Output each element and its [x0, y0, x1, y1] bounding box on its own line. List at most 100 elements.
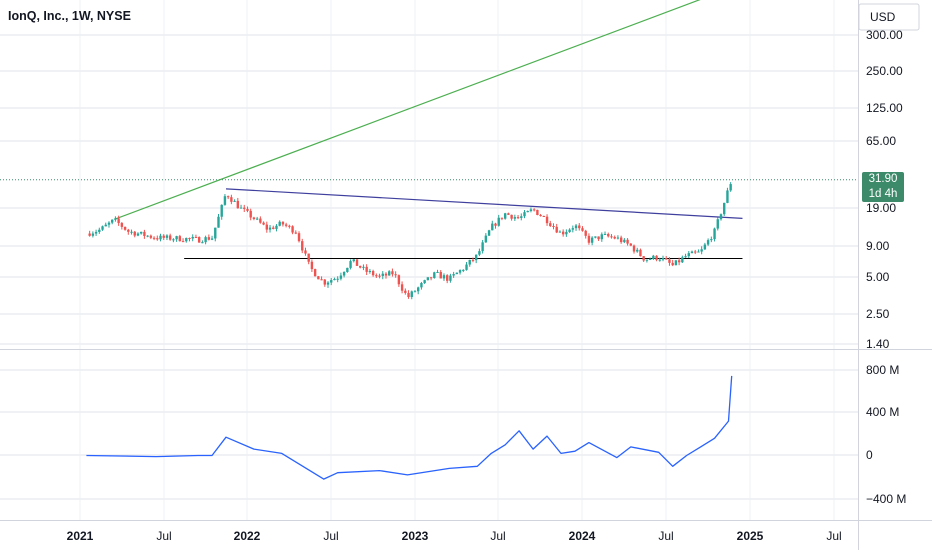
candle — [639, 248, 642, 257]
candle-body — [94, 231, 98, 234]
candle — [445, 274, 449, 284]
candle-body — [487, 230, 491, 236]
candle — [162, 234, 165, 240]
candle-body — [91, 233, 95, 236]
candle — [594, 236, 597, 239]
candle — [723, 202, 726, 216]
candle — [117, 215, 120, 226]
candle-body — [471, 259, 475, 261]
candle — [578, 223, 581, 231]
candle-body — [491, 223, 494, 231]
rising-trendline — [114, 0, 701, 220]
candle-body — [558, 231, 562, 233]
candle-body — [281, 221, 285, 225]
candle-body — [726, 190, 729, 203]
candle — [265, 221, 269, 233]
candle — [658, 257, 661, 262]
candle-body — [552, 225, 555, 227]
candle-body — [645, 259, 649, 261]
candle-body — [507, 213, 510, 215]
price-axis-label: 19.00 — [866, 201, 896, 215]
candle-body — [146, 235, 149, 237]
candle — [687, 251, 690, 259]
candle — [671, 259, 674, 267]
candle-body — [520, 216, 523, 218]
candle-body — [648, 259, 652, 261]
drawing-tools — [114, 0, 743, 260]
last-price-value: 31.90 — [868, 172, 898, 185]
candle — [223, 194, 227, 206]
candle — [597, 236, 600, 241]
candle — [462, 269, 465, 273]
volume-axis-label: 400 M — [866, 405, 899, 419]
candle — [584, 229, 587, 239]
candle — [616, 235, 620, 240]
candle — [713, 227, 716, 242]
candle — [159, 233, 162, 242]
candle — [471, 257, 475, 263]
candle — [452, 271, 455, 278]
candle — [156, 235, 159, 241]
candle-body — [371, 270, 375, 276]
candle-body — [191, 236, 194, 239]
candle-body — [259, 218, 262, 223]
candle — [404, 288, 407, 295]
candle — [426, 277, 430, 281]
candle — [230, 194, 233, 205]
currency-label[interactable]: USD — [870, 10, 896, 24]
time-axis-label: 2021 — [67, 529, 94, 543]
candle-body — [352, 259, 355, 262]
grid-lines — [0, 0, 858, 520]
candle — [558, 230, 562, 233]
candle-body — [474, 254, 478, 261]
time-axis-label: 2022 — [234, 529, 261, 543]
candle — [278, 220, 281, 227]
candle — [165, 234, 169, 241]
time-axis-label: Jul — [826, 529, 841, 543]
candle-body — [194, 236, 198, 238]
candle — [619, 235, 623, 244]
candle-body — [185, 237, 188, 242]
candle — [217, 213, 220, 228]
candle-body — [697, 251, 700, 253]
candle-body — [384, 273, 388, 276]
candle-body — [217, 216, 220, 228]
candle-body — [561, 231, 565, 235]
candle — [181, 238, 185, 243]
candle — [249, 208, 252, 221]
candle-body — [532, 209, 536, 211]
candle-body — [494, 223, 497, 226]
candle — [474, 254, 478, 264]
candle-body — [442, 275, 446, 279]
candle-body — [571, 228, 575, 230]
candle-body — [117, 218, 120, 224]
candle — [143, 229, 146, 239]
candle — [313, 268, 317, 277]
candle-body — [429, 277, 433, 279]
candle — [371, 269, 375, 277]
candle-body — [481, 242, 484, 252]
candle-body — [516, 217, 520, 219]
candle — [500, 217, 504, 221]
candle-body — [700, 249, 703, 252]
candle — [610, 234, 613, 239]
candle-body — [584, 230, 587, 236]
candle-body — [394, 274, 397, 276]
candle — [107, 221, 111, 228]
candle — [681, 255, 684, 264]
candle — [191, 234, 194, 242]
candles — [88, 182, 732, 300]
candle — [665, 255, 668, 260]
candle — [632, 244, 636, 254]
candle — [130, 229, 133, 235]
candle — [706, 238, 710, 246]
candle-body — [658, 259, 661, 261]
candle — [243, 204, 246, 213]
candle-body — [433, 272, 436, 278]
candle — [442, 273, 446, 281]
candle — [417, 286, 420, 295]
candle — [571, 225, 575, 233]
candle-body — [439, 271, 442, 279]
